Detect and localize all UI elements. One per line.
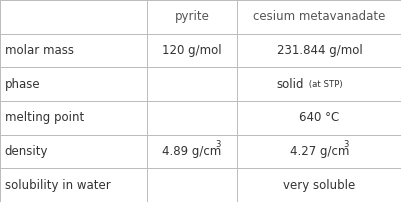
Text: cesium metavanadate: cesium metavanadate [253,10,385,23]
Text: molar mass: molar mass [5,44,74,57]
Text: 120 g/mol: 120 g/mol [162,44,221,57]
Text: very soluble: very soluble [283,179,355,192]
Text: pyrite: pyrite [174,10,209,23]
Text: density: density [5,145,48,158]
Text: 231.844 g/mol: 231.844 g/mol [276,44,362,57]
Text: 3: 3 [215,140,220,149]
Text: 4.89 g/cm: 4.89 g/cm [162,145,221,158]
Text: melting point: melting point [5,111,84,124]
Text: 3: 3 [342,140,347,149]
Text: solid: solid [275,78,303,91]
Text: 640 °C: 640 °C [299,111,339,124]
Text: 4.27 g/cm: 4.27 g/cm [289,145,348,158]
Text: phase: phase [5,78,41,91]
Text: solubility in water: solubility in water [5,179,110,192]
Text: (at STP): (at STP) [305,80,341,89]
